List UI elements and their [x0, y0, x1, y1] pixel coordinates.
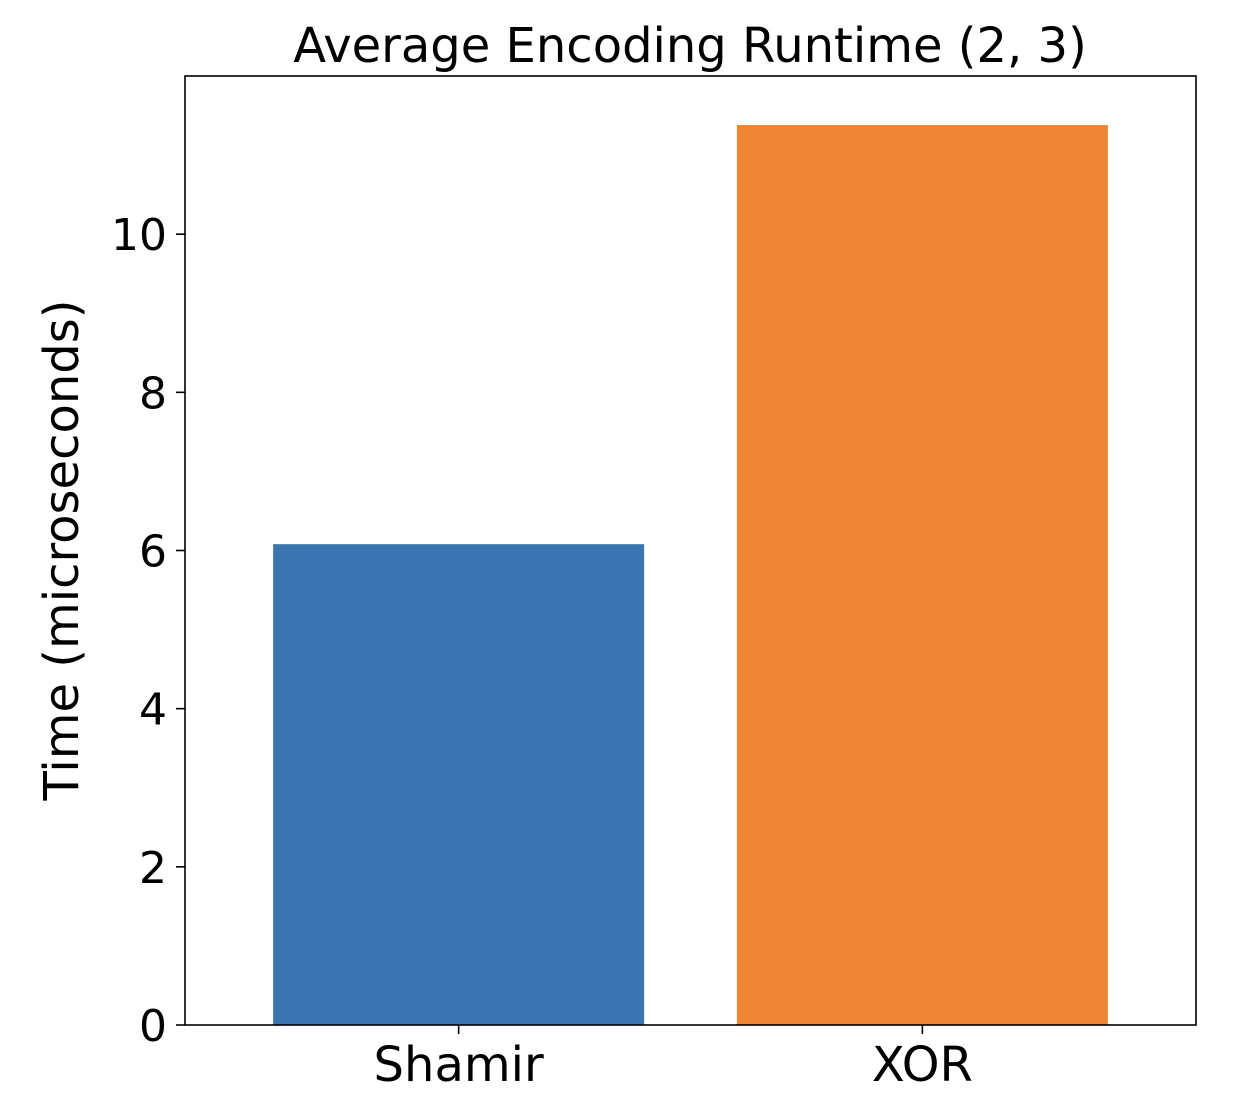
chart-title: Average Encoding Runtime (2, 3)	[293, 18, 1087, 74]
x-tick-label-xor: XOR	[872, 1037, 973, 1093]
y-axis-label: Time (microseconds)	[34, 300, 90, 802]
bars-layer	[273, 125, 1108, 1025]
axes-layer: 0 2 4 6 8 10 Shamir XOR	[111, 75, 1197, 1093]
y-tick-label-8: 8	[139, 368, 167, 419]
y-tick-label-0: 0	[139, 1001, 167, 1052]
bar-shamir	[273, 544, 645, 1025]
y-tick-label-4: 4	[139, 685, 167, 736]
y-tick-label-2: 2	[139, 843, 167, 894]
y-tick-label-6: 6	[139, 527, 167, 578]
bar-xor	[736, 125, 1108, 1025]
x-tick-label-shamir: Shamir	[374, 1037, 544, 1093]
y-tick-label-10: 10	[111, 210, 167, 261]
